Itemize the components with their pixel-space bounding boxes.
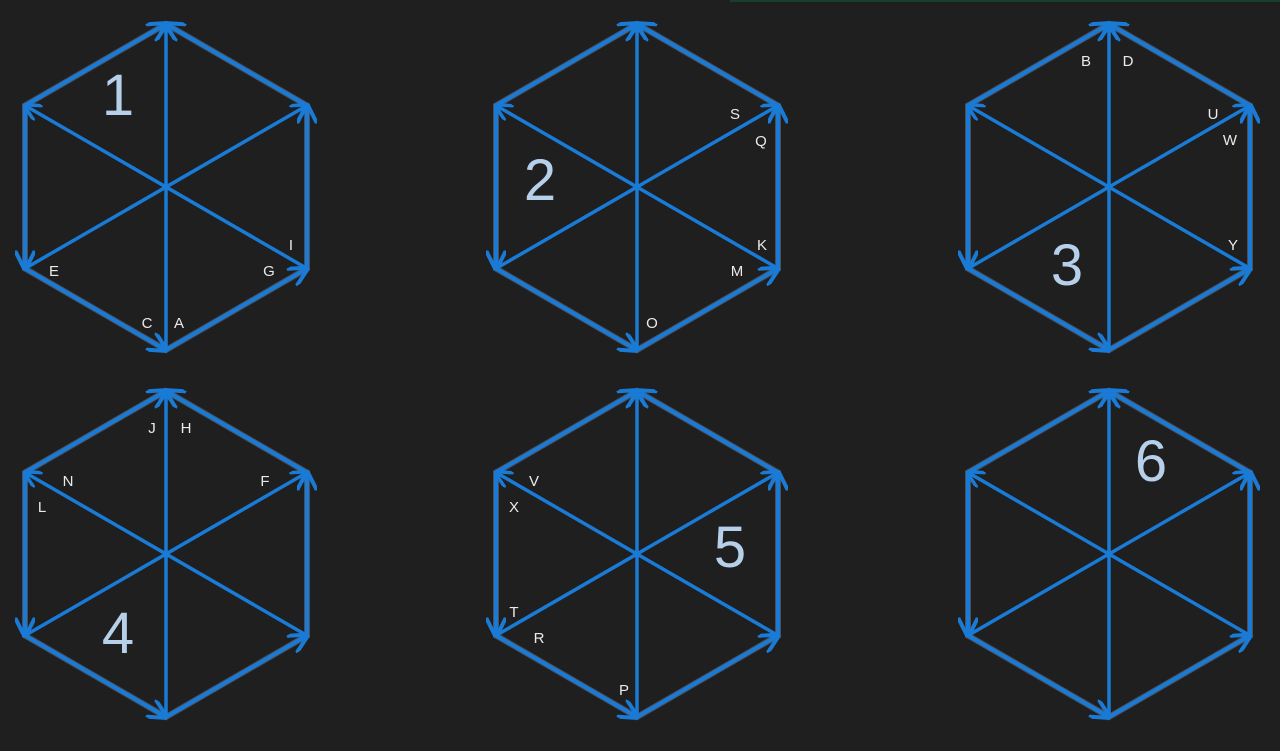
hexagon-geometry — [966, 387, 1252, 721]
hexagon-number: 1 — [102, 63, 134, 128]
hexagon-number: 2 — [524, 148, 556, 213]
hexagon-geometry — [966, 20, 1252, 354]
edge-arrow — [494, 24, 637, 108]
edge-arrow — [23, 266, 166, 351]
spoke-arrow — [496, 106, 780, 271]
edge-arrow — [637, 391, 780, 475]
hexagon-number: 3 — [1051, 233, 1083, 298]
edge-arrow — [23, 633, 166, 718]
vertex-label: M — [731, 263, 744, 280]
edge-arrow — [494, 633, 637, 718]
spoke-arrow — [25, 106, 309, 271]
hexagon-2: 2 S Q K M O — [494, 20, 780, 354]
hexagon-6: 6 — [966, 387, 1252, 721]
vertex-label: V — [529, 473, 539, 490]
spoke-arrow — [496, 473, 780, 638]
vertex-label: I — [289, 237, 293, 254]
vertex-label: O — [646, 315, 658, 332]
edge-arrow — [966, 24, 1109, 108]
hexagon-3: 3 B D U W Y — [966, 20, 1252, 354]
vertex-label: H — [181, 420, 192, 437]
vertex-label: Q — [755, 133, 767, 150]
vertex-label: J — [148, 420, 156, 437]
vertex-label: K — [757, 237, 767, 254]
hexagon-1: 1 I E G C A — [23, 20, 309, 354]
hexagon-4: 4 J H N F L — [23, 387, 309, 721]
vertex-label: D — [1123, 53, 1134, 70]
edge-arrow — [23, 24, 166, 108]
top-accent-line — [730, 0, 1280, 2]
edge-arrow — [1107, 269, 1250, 352]
hexagon-number: 5 — [714, 515, 746, 580]
edge-arrow — [166, 391, 309, 475]
spoke-arrow — [968, 106, 1252, 271]
edge-arrow — [635, 636, 778, 719]
edge-arrow — [164, 269, 307, 352]
edge-arrow — [966, 266, 1109, 351]
vertex-label: U — [1208, 106, 1219, 123]
hexagon-number: 4 — [102, 601, 134, 666]
hexagon-geometry — [23, 20, 309, 354]
hexagon-5: 5 V X T R P — [494, 387, 780, 721]
spoke-arrow — [968, 473, 1252, 638]
edge-arrow — [166, 24, 309, 108]
vertex-label: B — [1081, 53, 1091, 70]
vertex-label: W — [1223, 132, 1238, 149]
edge-arrow — [1107, 636, 1250, 719]
vertex-label: S — [730, 106, 740, 123]
edge-arrow — [494, 266, 637, 351]
edge-arrow — [1109, 24, 1252, 108]
spoke-arrow — [25, 473, 309, 638]
edge-arrow — [635, 269, 778, 352]
vertex-label: L — [38, 499, 46, 516]
vertex-label: A — [174, 315, 184, 332]
vertex-label: N — [63, 473, 74, 490]
vertex-label: Y — [1228, 237, 1238, 254]
hexagon-geometry — [494, 387, 780, 721]
edge-arrow — [637, 24, 780, 108]
vertex-label: E — [49, 263, 59, 280]
vertex-label: C — [142, 315, 153, 332]
edge-arrow — [1109, 391, 1252, 475]
edge-arrow — [23, 391, 166, 475]
edge-arrow — [966, 391, 1109, 475]
hexagon-geometry — [23, 387, 309, 721]
vertex-label: T — [509, 604, 518, 621]
vertex-label: F — [260, 473, 269, 490]
vertex-label: G — [263, 263, 275, 280]
edge-arrow — [966, 633, 1109, 718]
vertex-label: P — [619, 682, 629, 699]
vertex-label: R — [534, 630, 545, 647]
hexagon-geometry — [494, 20, 780, 354]
vertex-label: X — [509, 499, 519, 516]
hexagon-number: 6 — [1135, 429, 1167, 494]
edge-arrow — [494, 391, 637, 475]
edge-arrow — [164, 636, 307, 719]
